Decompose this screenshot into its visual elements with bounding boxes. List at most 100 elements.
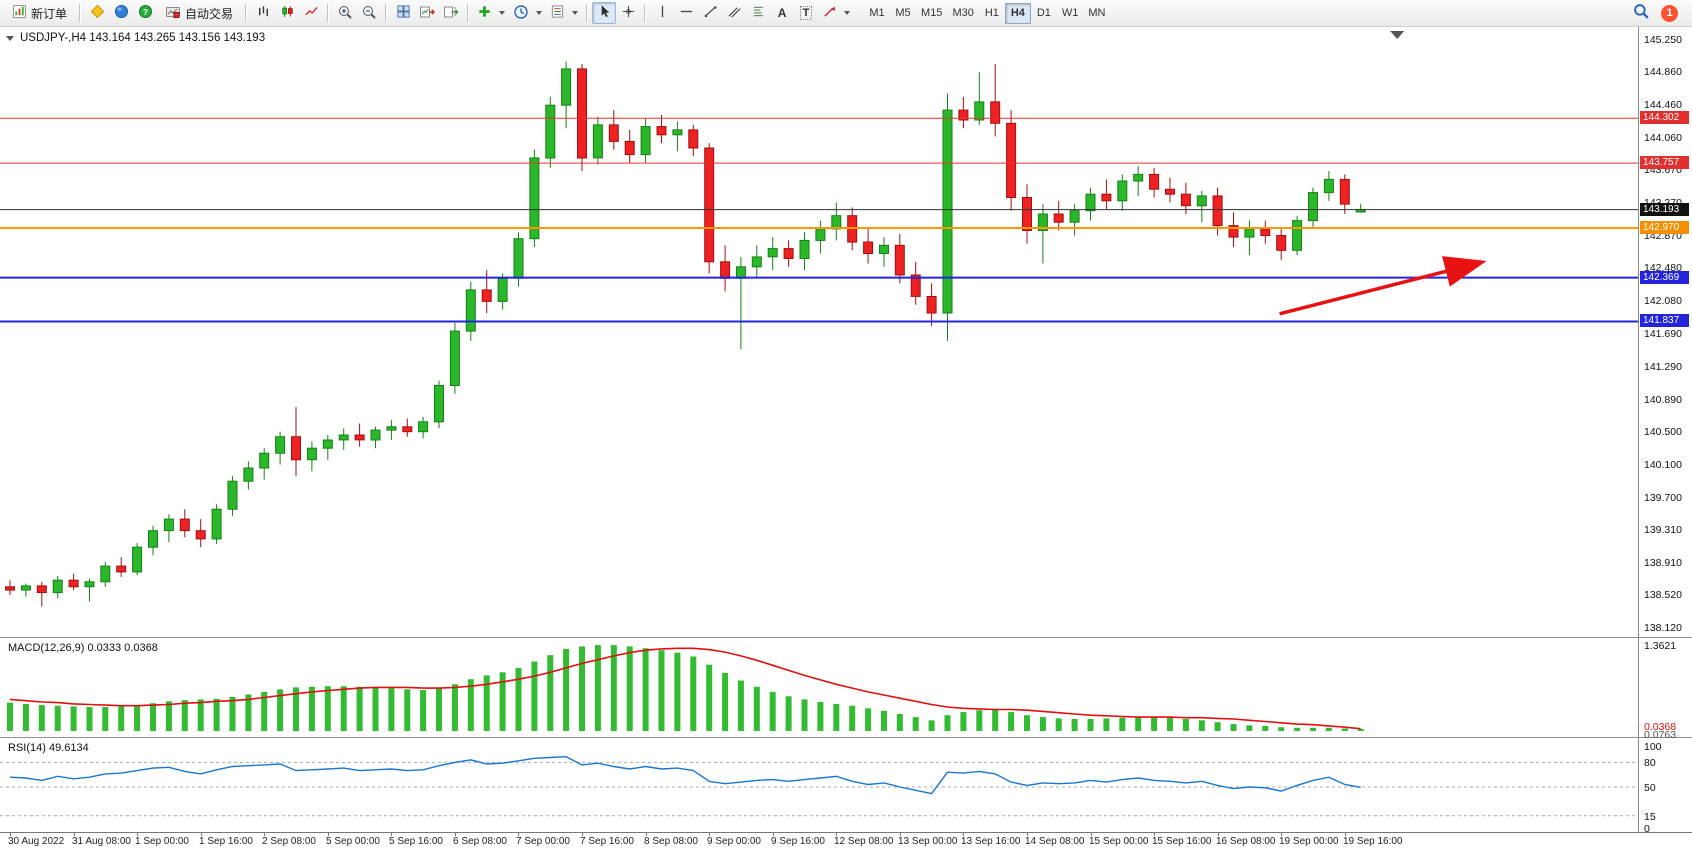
chart-shift-icon bbox=[443, 4, 459, 23]
timeframe-button-W1[interactable]: W1 bbox=[1061, 7, 1079, 19]
time-tick bbox=[10, 832, 11, 836]
rsi-panel-separator[interactable] bbox=[0, 737, 1692, 738]
chevron-down-icon bbox=[844, 11, 851, 15]
rsi-label: RSI(14) 49.6134 bbox=[8, 742, 89, 754]
bar-chart-button[interactable] bbox=[251, 2, 275, 24]
rsi-scale-label: 50 bbox=[1644, 782, 1656, 794]
cursor-icon bbox=[597, 4, 612, 22]
candlestick-chart-button[interactable] bbox=[275, 2, 299, 24]
toolbar-separator bbox=[245, 4, 248, 22]
timeframe-button-D1[interactable]: D1 bbox=[1036, 7, 1051, 19]
notification-badge[interactable]: 1 bbox=[1661, 4, 1678, 22]
horizontal-level-lines[interactable] bbox=[0, 117, 1638, 323]
arrow-tool-icon bbox=[822, 4, 837, 22]
time-tick bbox=[900, 832, 901, 836]
time-axis-label: 9 Sep 16:00 bbox=[771, 836, 825, 847]
time-axis-line bbox=[0, 832, 1692, 833]
periods-button[interactable] bbox=[509, 2, 546, 24]
vertical-line-icon bbox=[655, 4, 670, 22]
help-button[interactable]: ? bbox=[133, 2, 157, 24]
price-tick-label: 140.500 bbox=[1644, 426, 1682, 438]
price-scale[interactable]: 145.250144.860144.460144.060143.670143.2… bbox=[0, 27, 1692, 851]
templates-button[interactable] bbox=[546, 2, 582, 24]
metaeditor-button[interactable] bbox=[85, 2, 109, 24]
chart-shift-marker[interactable] bbox=[1390, 31, 1405, 39]
new-order-button[interactable]: 新订单 bbox=[4, 2, 75, 24]
text-button[interactable]: A bbox=[770, 2, 794, 24]
zoom-in-button[interactable] bbox=[333, 2, 357, 24]
time-axis-label: 19 Sep 16:00 bbox=[1343, 836, 1403, 847]
price-tick-label: 144.060 bbox=[1644, 132, 1682, 144]
price-tick-label: 138.910 bbox=[1644, 557, 1682, 569]
search-icon bbox=[1633, 3, 1650, 23]
macd-signal-line bbox=[9, 647, 1361, 730]
rsi-scale-label: 0 bbox=[1644, 823, 1650, 835]
arrows-button[interactable] bbox=[818, 2, 854, 24]
autoscroll-button[interactable] bbox=[415, 2, 439, 24]
rsi-line bbox=[9, 755, 1361, 795]
fibonacci-button[interactable] bbox=[746, 2, 770, 24]
horizontal-line-button[interactable] bbox=[674, 2, 698, 24]
main-toolbar: 新订单 ? 自动交易 bbox=[0, 0, 1692, 27]
price-plot[interactable] bbox=[0, 27, 1638, 637]
price-tick-label: 139.310 bbox=[1644, 524, 1682, 536]
indicator-scale: 1.3621 0.0368 0.0763 100 80 50 15 0 bbox=[0, 27, 1692, 851]
trendline-button[interactable] bbox=[698, 2, 722, 24]
timeframe-button-M5[interactable]: M5 bbox=[895, 7, 911, 19]
channel-button[interactable] bbox=[722, 2, 746, 24]
tile-windows-button[interactable] bbox=[391, 2, 415, 24]
toolbar-separator bbox=[467, 4, 470, 22]
rsi-plot[interactable] bbox=[0, 739, 1638, 832]
timeframe-button-M15[interactable]: M15 bbox=[921, 7, 943, 19]
current-price-badge: 143.193 bbox=[1640, 203, 1689, 216]
timeframe-button-M30[interactable]: M30 bbox=[952, 7, 974, 19]
time-tick bbox=[709, 832, 710, 836]
text-tool-icon: A bbox=[777, 6, 787, 20]
symbol-dropdown-icon[interactable] bbox=[6, 36, 14, 41]
toolbar-separator bbox=[644, 4, 647, 22]
timeframe-button-M1[interactable]: M1 bbox=[869, 7, 885, 19]
cursor-button[interactable] bbox=[592, 2, 617, 24]
vertical-line-button[interactable] bbox=[650, 2, 674, 24]
time-axis-label: 12 Sep 08:00 bbox=[834, 836, 894, 847]
search-button[interactable] bbox=[1629, 2, 1654, 24]
time-tick bbox=[1027, 832, 1028, 836]
timeframe-button-MN[interactable]: MN bbox=[1088, 7, 1106, 19]
templates-icon bbox=[550, 4, 565, 22]
time-axis-label: 13 Sep 16:00 bbox=[961, 836, 1021, 847]
profile-button[interactable] bbox=[109, 2, 133, 24]
time-tick bbox=[582, 832, 583, 836]
zoom-out-button[interactable] bbox=[357, 2, 381, 24]
price-tick-label: 144.460 bbox=[1644, 99, 1682, 111]
price-line-badge: 144.302 bbox=[1640, 111, 1689, 124]
time-axis-label: 5 Sep 16:00 bbox=[389, 836, 443, 847]
macd-plot[interactable] bbox=[0, 639, 1638, 737]
indicators-icon bbox=[477, 4, 492, 22]
time-axis-label: 7 Sep 16:00 bbox=[580, 836, 634, 847]
chart-title: USDJPY-,H4 143.164 143.265 143.156 143.1… bbox=[20, 32, 266, 44]
time-tick bbox=[1091, 832, 1092, 836]
macd-panel-separator[interactable] bbox=[0, 637, 1692, 638]
crosshair-button[interactable] bbox=[616, 2, 640, 24]
indicators-button[interactable] bbox=[473, 2, 509, 24]
autotrading-label: 自动交易 bbox=[185, 6, 234, 21]
chart-shift-button[interactable] bbox=[439, 2, 463, 24]
time-axis-label: 30 Aug 2022 bbox=[8, 836, 65, 847]
annotation-arrow[interactable] bbox=[1279, 256, 1487, 316]
timeframe-toolbar: M1 M5 M15 M30 H1 H4 D1 W1 MN bbox=[864, 2, 1110, 24]
timeframe-button-H1[interactable]: H1 bbox=[984, 7, 999, 19]
text-label-button[interactable]: T bbox=[794, 2, 818, 24]
time-axis-label: 9 Sep 00:00 bbox=[707, 836, 761, 847]
line-chart-icon bbox=[304, 4, 319, 22]
price-tick-label: 138.120 bbox=[1644, 622, 1682, 634]
time-axis-label: 6 Sep 08:00 bbox=[453, 836, 507, 847]
candlesticks bbox=[5, 61, 1366, 607]
autotrading-icon bbox=[165, 4, 181, 23]
tile-windows-icon bbox=[396, 4, 411, 22]
autotrading-button[interactable]: 自动交易 bbox=[157, 2, 241, 24]
line-chart-button[interactable] bbox=[299, 2, 323, 24]
time-tick bbox=[391, 832, 392, 836]
time-axis[interactable]: 30 Aug 2022 31 Aug 08:00 1 Sep 00:00 1 Sep … bbox=[0, 27, 1692, 851]
time-axis-label: 1 Sep 16:00 bbox=[199, 836, 253, 847]
timeframe-button-H4[interactable]: H4 bbox=[1004, 2, 1031, 24]
